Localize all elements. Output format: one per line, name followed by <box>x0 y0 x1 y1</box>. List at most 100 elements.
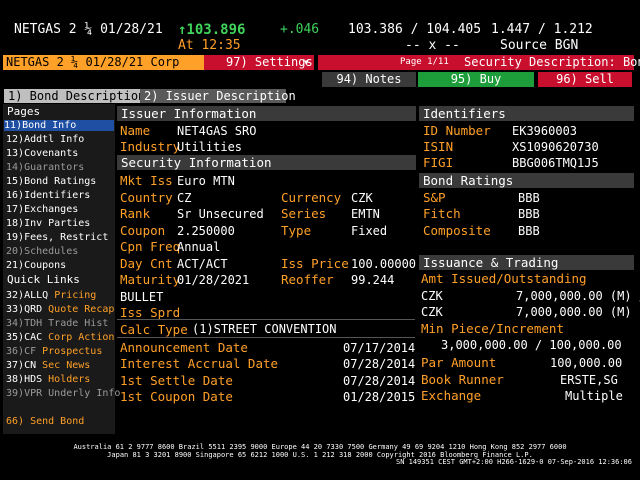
quick-link-vpr[interactable]: 39)VPR Underly Info <box>6 388 120 399</box>
par-amount-label: Par Amount <box>421 355 497 370</box>
exchange-value: Multiple <box>565 389 623 403</box>
isin-value: XS1090620730 <box>512 140 599 154</box>
sidebar-item-number: 21) <box>6 260 25 271</box>
quick-link-code: ALLQ <box>24 290 49 301</box>
sidebar-item-number: 18) <box>6 218 25 229</box>
quick-link-code: HDS <box>24 374 43 385</box>
sidebar-item-covenants[interactable]: 13)Covenants <box>6 148 78 159</box>
quick-link-code: CAC <box>24 332 43 343</box>
quick-link-qrd[interactable]: 33)QRD Quote Recap <box>6 304 114 315</box>
tab-issuer-description[interactable]: 2) Issuer Description <box>140 89 296 103</box>
issuer-name: NET4GAS SRO <box>177 124 257 138</box>
amt-issued-value: 7,000,000.00 (M) / <box>516 289 640 303</box>
par-amount-value: 100,000.00 <box>550 356 623 370</box>
id-number-label: ID Number <box>423 123 491 138</box>
sidebar-item-label: Coupons <box>24 260 67 271</box>
reoffer-value: 99.244 <box>351 273 395 287</box>
mkt-iss-value: Euro MTN <box>177 174 235 188</box>
quick-link-number: 33) <box>6 304 25 315</box>
sidebar-item-exchanges[interactable]: 17)Exchanges <box>6 204 78 215</box>
sidebar-item-bond-info[interactable]: 11)Bond Info <box>4 120 114 131</box>
sidebar-item-inv-parties[interactable]: 18)Inv Parties <box>6 218 90 229</box>
book-runner-label: Book Runner <box>421 372 504 387</box>
tab-issuer-description-label: 2) Issuer Description <box>144 89 296 103</box>
sidebar-item-number: 11) <box>4 120 23 131</box>
sp-rating-value: BBB <box>518 191 540 205</box>
sidebar-item-number: 17) <box>6 204 25 215</box>
quick-link-number: 38) <box>6 374 25 385</box>
security-field[interactable]: NETGAS 2 ¼ 01/28/21 Corp <box>3 55 204 70</box>
quick-link-cf[interactable]: 36)CF Prospectus <box>6 346 102 357</box>
currency-label: Currency <box>281 190 342 205</box>
quick-link-tdh[interactable]: 34)TDH Trade Hist <box>6 318 108 329</box>
sidebar-item-label: Bond Info <box>22 120 77 131</box>
sidebar-item-fees-restrict[interactable]: 19)Fees, Restrict <box>6 232 108 243</box>
quick-link-number: 37) <box>6 360 25 371</box>
sidebar-item-label: Identifiers <box>24 190 91 201</box>
tab-bond-description[interactable]: 1) Bond Description <box>4 89 145 103</box>
amt-outstanding-value: 7,000,000.00 (M) <box>516 305 632 319</box>
bond-ratings-header: Bond Ratings <box>419 173 634 188</box>
identifiers-header: Identifiers <box>419 106 634 121</box>
quick-link-code: QRD <box>24 304 43 315</box>
composite-rating-value: BBB <box>518 224 540 238</box>
series-value: EMTN <box>351 207 380 221</box>
sidebar-item-number: 20) <box>6 246 25 257</box>
iss-price-label: Iss Price <box>281 256 349 271</box>
sidebar-item-bond-ratings[interactable]: 15)Bond Ratings <box>6 176 96 187</box>
cpn-freq-value: Annual <box>177 240 221 254</box>
coupon-value: 2.250000 <box>177 224 235 238</box>
security-field-text: NETGAS 2 ¼ 01/28/21 Corp <box>6 55 180 69</box>
quick-links-title: Quick Links <box>7 273 80 286</box>
sp-rating-label: S&P <box>423 190 446 205</box>
quick-link-cn[interactable]: 37)CN Sec News <box>6 360 90 371</box>
series-label: Series <box>281 206 327 221</box>
buy-button[interactable]: 95) Buy <box>418 72 534 87</box>
quick-link-allq[interactable]: 32)ALLQ Pricing <box>6 290 96 301</box>
footer-line-1: Australia 61 2 9777 8600 Brazil 5511 239… <box>73 443 567 451</box>
quick-link-hds[interactable]: 38)HDS Holders <box>6 374 90 385</box>
industry-label: Industry <box>120 139 181 154</box>
sell-button[interactable]: 96) Sell <box>538 72 632 87</box>
first-settle-date-value: 07/28/2014 <box>343 374 416 388</box>
rank-label: Rank <box>120 206 151 221</box>
sidebar-item-number: 12) <box>6 134 25 145</box>
chevron-down-icon: ▾ <box>302 55 310 69</box>
day-cnt-value: ACT/ACT <box>177 257 228 271</box>
quote-size: -- x -- <box>405 38 460 53</box>
sidebar-item-schedules[interactable]: 20)Schedules <box>6 246 78 257</box>
day-cnt-label: Day Cnt <box>120 256 173 271</box>
quote-source: Source BGN <box>500 38 579 53</box>
sidebar-item-coupons[interactable]: 21)Coupons <box>6 260 66 271</box>
quick-link-label: Pricing <box>54 290 97 301</box>
sidebar-item-guarantors[interactable]: 14)Guarantors <box>6 162 84 173</box>
quick-link-label: Sec News <box>42 360 91 371</box>
first-settle-date-label: 1st Settle Date <box>120 373 233 388</box>
send-bond-link[interactable]: 66) Send Bond <box>6 416 85 427</box>
calc-type-value: (1)STREET CONVENTION <box>192 322 337 336</box>
quick-link-number: 35) <box>6 332 25 343</box>
sidebar-item-addtl-info[interactable]: 12)Addtl Info <box>6 134 84 145</box>
settings-button[interactable]: 97) Settings ▾ <box>204 55 314 70</box>
iss-sprd-label: Iss Sprd <box>120 305 181 320</box>
figi-label: FIGI <box>423 155 454 170</box>
first-coupon-date-label: 1st Coupon Date <box>120 389 233 404</box>
quick-link-number: 39) <box>6 388 25 399</box>
isin-label: ISIN <box>423 139 454 154</box>
sidebar-item-identifiers[interactable]: 16)Identifiers <box>6 190 90 201</box>
quick-link-cac[interactable]: 35)CAC Corp Action <box>6 332 114 343</box>
sidebar-item-label: Schedules <box>24 246 79 257</box>
quick-link-code: VPR <box>24 388 43 399</box>
min-piece-value: 3,000,000.00 / 100,000.00 <box>441 338 622 352</box>
quote-time: At 12:35 <box>178 38 241 53</box>
divider <box>117 337 415 338</box>
price-change: +.046 <box>280 22 320 37</box>
pages-title: Pages <box>7 105 41 118</box>
notes-button[interactable]: 94) Notes <box>322 72 416 87</box>
country-label: Country <box>120 190 173 205</box>
figi-value: BBG006TMQ1J5 <box>512 156 599 170</box>
exchange-label: Exchange <box>421 388 482 403</box>
rank-value: Sr Unsecured <box>177 207 264 221</box>
sidebar-item-label: Inv Parties <box>24 218 91 229</box>
sidebar-item-number: 14) <box>6 162 25 173</box>
